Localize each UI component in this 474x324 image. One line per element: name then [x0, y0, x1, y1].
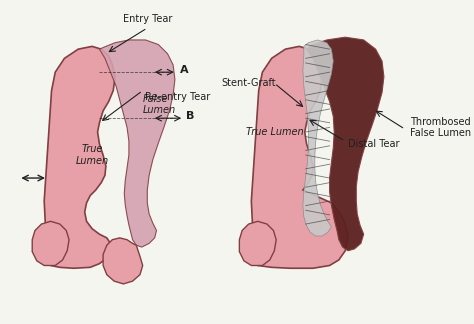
Polygon shape	[307, 37, 384, 251]
Polygon shape	[32, 221, 69, 265]
Polygon shape	[239, 221, 276, 265]
Text: Re-entry Tear: Re-entry Tear	[146, 92, 211, 102]
Polygon shape	[251, 46, 348, 268]
Text: True
Lumen: True Lumen	[75, 144, 109, 166]
Polygon shape	[44, 46, 115, 268]
Text: Distal Tear: Distal Tear	[348, 139, 400, 149]
Text: True Lumen: True Lumen	[246, 127, 303, 137]
Polygon shape	[103, 238, 143, 284]
Polygon shape	[100, 40, 175, 247]
Text: Thrombosed
False Lumen: Thrombosed False Lumen	[410, 117, 471, 138]
Text: B: B	[186, 111, 194, 122]
Polygon shape	[303, 40, 333, 236]
Text: Stent-Graft: Stent-Graft	[221, 78, 275, 88]
Text: A: A	[180, 65, 188, 75]
Text: False
Lumen: False Lumen	[143, 94, 176, 115]
Text: Entry Tear: Entry Tear	[123, 14, 172, 24]
